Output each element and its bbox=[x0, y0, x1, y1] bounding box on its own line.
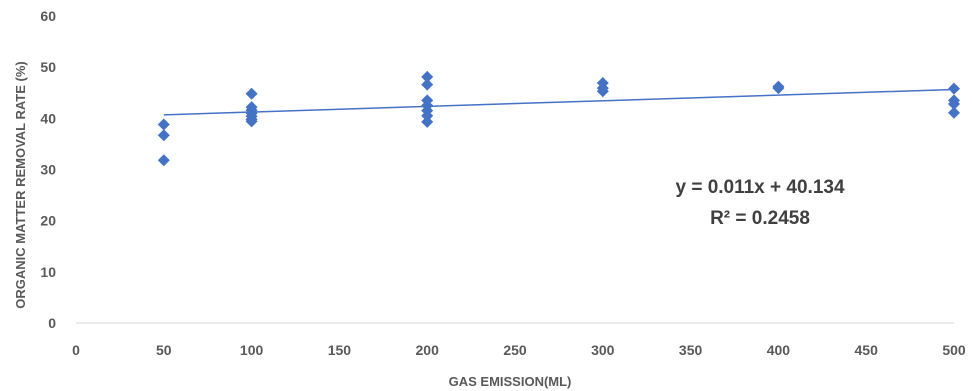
y-axis-title: ORGANIC MATTER REMOVAL RATE (%) bbox=[13, 61, 28, 308]
data-point bbox=[421, 78, 434, 91]
y-tick-label: 50 bbox=[40, 59, 56, 75]
data-point bbox=[772, 82, 785, 95]
data-point bbox=[948, 98, 960, 111]
data-point bbox=[245, 115, 258, 128]
trendline-equation: y = 0.011x + 40.134 bbox=[675, 177, 844, 198]
data-point bbox=[948, 82, 960, 95]
r-squared-label: R² = 0.2458 bbox=[710, 208, 810, 229]
x-axis-ticks: 0 50 100 150 200 250 300 350 400 450 500 bbox=[72, 342, 966, 358]
y-axis-ticks: 0 10 20 30 40 50 60 bbox=[40, 8, 56, 331]
data-points bbox=[157, 70, 960, 167]
trendline bbox=[163, 88, 955, 116]
y-tick-label: 40 bbox=[40, 110, 56, 126]
data-point bbox=[157, 129, 170, 142]
data-point bbox=[596, 85, 609, 98]
data-point bbox=[421, 115, 434, 128]
x-tick-label: 100 bbox=[240, 342, 264, 358]
x-tick-label: 250 bbox=[503, 342, 527, 358]
data-point bbox=[421, 109, 434, 122]
x-tick-label: 50 bbox=[156, 342, 172, 358]
data-point bbox=[421, 70, 434, 83]
x-axis-title: GAS EMISSION(ML) bbox=[449, 374, 572, 389]
x-tick-label: 150 bbox=[328, 342, 352, 358]
data-point bbox=[948, 106, 960, 119]
x-tick-label: 0 bbox=[72, 342, 80, 358]
x-tick-label: 450 bbox=[855, 342, 879, 358]
y-tick-label: 0 bbox=[48, 315, 56, 331]
x-tick-label: 400 bbox=[767, 342, 791, 358]
data-point bbox=[157, 154, 170, 167]
y-tick-label: 10 bbox=[40, 264, 56, 280]
x-tick-label: 350 bbox=[679, 342, 703, 358]
y-tick-label: 30 bbox=[40, 162, 56, 178]
y-tick-label: 60 bbox=[40, 8, 56, 24]
x-tick-label: 200 bbox=[416, 342, 440, 358]
x-tick-label: 300 bbox=[591, 342, 615, 358]
y-tick-label: 20 bbox=[40, 213, 56, 229]
data-point bbox=[157, 118, 170, 131]
x-tick-label: 500 bbox=[942, 342, 966, 358]
data-point bbox=[245, 87, 258, 100]
